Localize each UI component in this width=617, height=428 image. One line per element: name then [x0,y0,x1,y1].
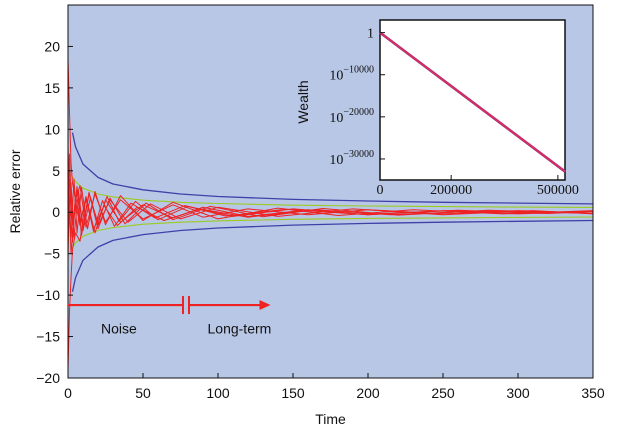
inset-x-tick-label-2: 500000 [537,183,579,198]
inset-chart: 0 200000 500000 1 10−10000 10−20000 10−30000 [329,19,579,198]
y-tick-label-8: −20 [36,370,60,386]
x-tick-label-2: 100 [206,385,230,401]
envelope-series-line-1 [71,219,594,292]
y-tick-label-7: −15 [36,329,60,345]
x-tick-label-4: 200 [356,385,380,401]
envelope-series-line-0 [71,132,594,205]
annotation-long-term: Long-term [208,320,272,336]
x-tick-label-1: 50 [135,385,151,401]
inner-series-line-2 [70,174,594,208]
inset-y-tick-label-0: 1 [367,27,374,42]
x-tick-label-3: 150 [281,385,305,401]
inner-series-line-3 [70,216,594,250]
y-axis-label: Relative error [7,149,23,233]
x-tick-label-6: 300 [506,385,530,401]
noisy-series-line-10 [67,145,594,255]
main-series-lines [67,58,594,370]
inset-y-axis-label: Wealth [295,80,311,123]
inset-x-tick-label-1: 200000 [430,183,472,198]
y-tick-label-3: 5 [52,163,60,179]
annotation-noise: Noise [101,320,137,336]
y-tick-label-0: 20 [44,38,60,54]
x-tick-label-7: 350 [581,385,605,401]
inset-y-tick-label-1: 10−10000 [329,65,374,84]
plot-frame [67,4,594,379]
arrow-head [259,300,271,311]
x-tick-label-5: 250 [431,385,455,401]
y-tick-label-2: 10 [44,121,60,137]
y-tick-label-4: 0 [52,204,60,220]
y-tick-label-5: −5 [44,246,60,262]
x-tick-label-0: 0 [64,385,72,401]
noisy-series-line-11 [67,153,594,263]
main-axes [67,4,594,379]
timeline-arrow [68,296,271,315]
inset-series-line-0 [379,32,566,173]
y-tick-label-1: 15 [44,80,60,96]
inset-y-tick-label-2: 10−20000 [329,107,374,126]
y-tick-label-6: −10 [36,287,60,303]
x-axis-label: Time [315,411,346,427]
inset-x-tick-label-0: 0 [377,183,384,198]
inset-frame [379,19,566,181]
inset-y-tick-label-3: 10−30000 [329,149,374,168]
